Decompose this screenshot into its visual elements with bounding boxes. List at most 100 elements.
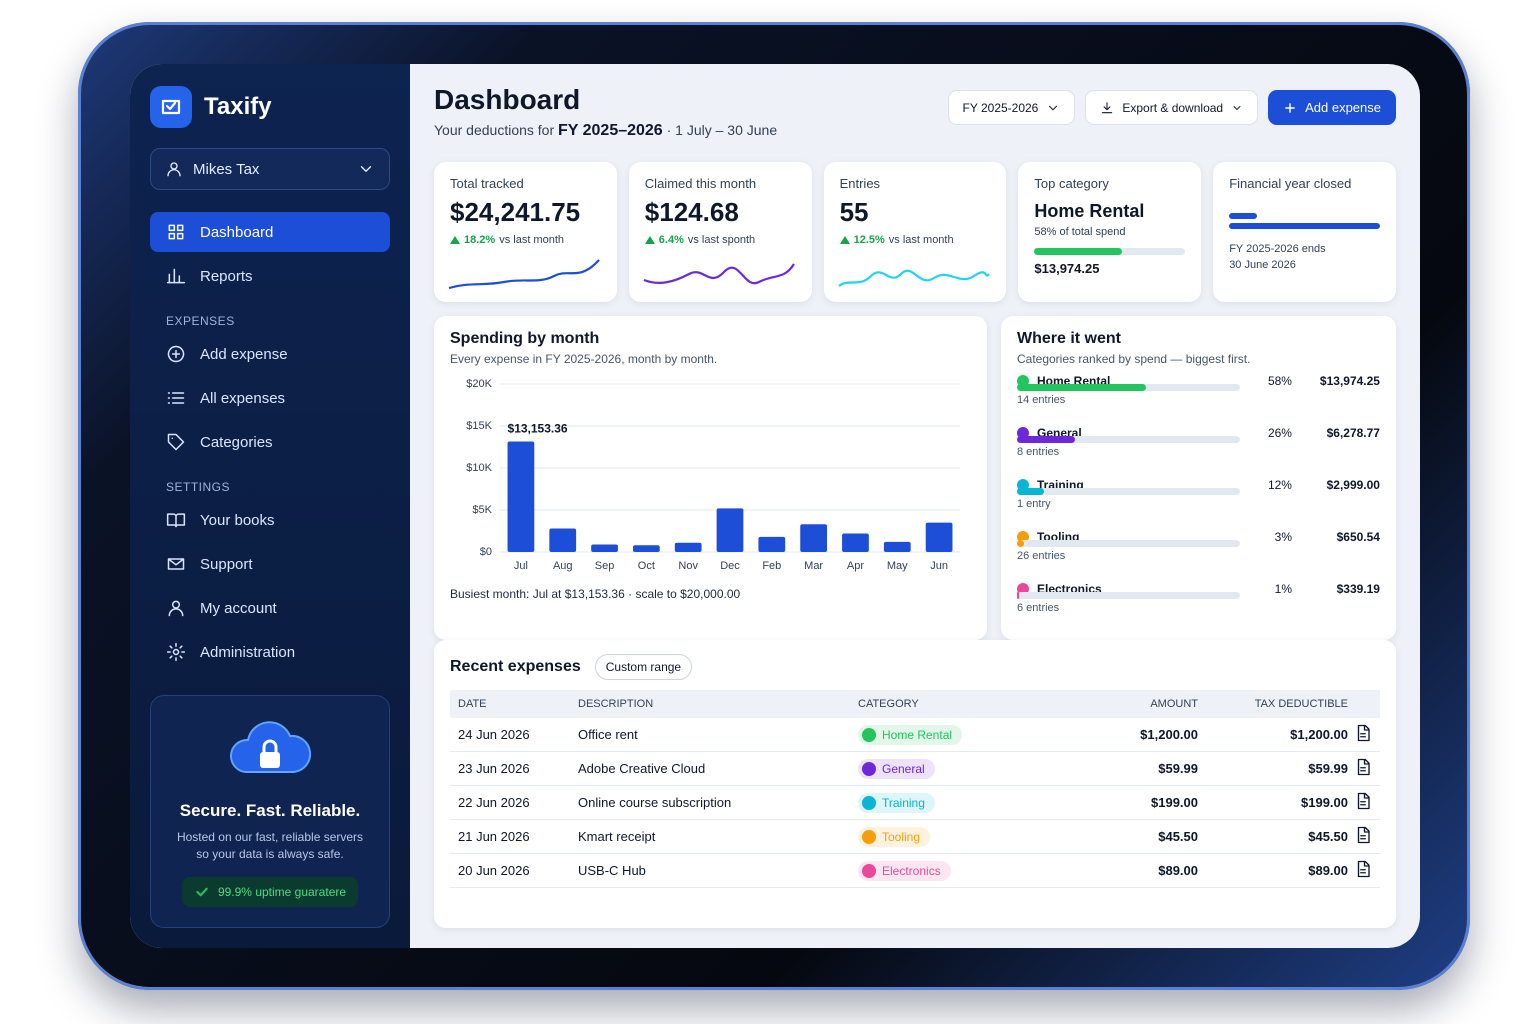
nav-item[interactable]: Administration [150, 632, 390, 672]
y-tick-label: $15K [466, 420, 492, 432]
table-row[interactable]: 24 Jun 2026 Office rent Home Rental $1,200.… [450, 718, 1380, 752]
icon-path [1233, 105, 1241, 110]
nav-item[interactable]: Add expense [150, 334, 390, 374]
category-entries: 6 entries [1016, 602, 1060, 614]
nav-item[interactable]: Categories [150, 422, 390, 462]
screen: Taxify Mikes Tax Dashboard Reports EXPENSES A… [130, 64, 1420, 948]
header: Dashboard Your deductions for FY 2025–202… [434, 84, 1396, 148]
sparkline-line [643, 263, 795, 285]
icon [1285, 102, 1295, 113]
x-tick-label: Mar [804, 560, 823, 572]
table-row[interactable]: 22 Jun 2026 Online course subscription Tra… [450, 786, 1380, 820]
x-tick-label: Jun [930, 560, 948, 572]
kpi-change-value: 12.5% [853, 234, 885, 246]
receipt-icon[interactable] [1348, 724, 1372, 745]
category-pill: General [858, 758, 935, 779]
date-cell: 20 Jun 2026 [458, 863, 530, 878]
x-tick-label: Sep [595, 560, 615, 572]
amount-cell: $1,200.00 [1290, 727, 1348, 742]
table-row[interactable]: 21 Jun 2026 Kmart receipt Tooling $45.50 $45… [450, 820, 1380, 854]
receipt-icon[interactable] [1348, 826, 1372, 847]
icon [1233, 105, 1241, 110]
category-bar [1016, 488, 1044, 495]
page-subtitle: Your deductions for FY 2025–2026 · 1 Jul… [434, 122, 777, 140]
icon-path [1357, 826, 1370, 844]
icon [167, 345, 185, 363]
x-tick-label: Dec [720, 560, 740, 572]
category-amount: $2,999.00 [1326, 478, 1380, 492]
nav-item[interactable]: Support [150, 544, 390, 584]
amount-cell: $45.50 [1158, 829, 1198, 844]
category-entries: 8 entries [1016, 446, 1060, 458]
table-row[interactable]: 23 Jun 2026 Adobe Creative Cloud General $5… [450, 752, 1380, 786]
nav-label: Support [200, 555, 253, 573]
category-amount: $13,974.25 [1319, 374, 1380, 388]
bar [716, 508, 744, 552]
add-expense-button[interactable]: Add expense [1268, 90, 1396, 125]
kpi-change: 6.4% vs last sponth [644, 234, 796, 246]
sparkline [448, 259, 600, 290]
kpi-change-value: 18.2% [464, 234, 496, 246]
kpi-change: 12.5% vs last month [839, 234, 991, 246]
category-track [1016, 592, 1240, 599]
category-pill: Tooling [858, 826, 931, 847]
range-filter[interactable]: Custom range [594, 654, 693, 680]
amount-cell: $199.00 [1301, 795, 1348, 810]
add-label: Add expense [1305, 100, 1381, 115]
icon-path [167, 392, 185, 404]
export-button[interactable]: Export & download [1085, 90, 1259, 125]
y-tick-label: $20K [466, 378, 492, 390]
pill-label: Electronics [882, 863, 941, 878]
date-cell: 24 Jun 2026 [458, 727, 530, 742]
middle-row: Spending by month Every expense in FY 202… [434, 316, 1396, 640]
export-label: Export & download [1122, 100, 1224, 115]
nav-label: Add expense [200, 345, 288, 363]
category-amount: $650.54 [1336, 530, 1380, 544]
fy-bar [1229, 223, 1380, 229]
nav-item[interactable]: Dashboard [150, 212, 390, 252]
bar [632, 545, 660, 552]
nav-item[interactable]: Reports [150, 256, 390, 296]
badge-text: 99.9% uptime guaratere [217, 885, 347, 899]
icon-path [161, 99, 181, 115]
receipt-icon[interactable] [1348, 758, 1372, 779]
recent-header: Recent expenses Custom range [450, 654, 1380, 680]
column-header: DATE [458, 698, 487, 710]
receipt-icon[interactable] [1348, 792, 1372, 813]
nav-item[interactable]: My account [150, 588, 390, 628]
fy-bar [1229, 213, 1258, 219]
description-cell: Online course subscription [578, 795, 732, 810]
category-share: 12% [1267, 478, 1292, 492]
table-row[interactable]: 20 Jun 2026 USB-C Hub Electronics $89.00 $89… [450, 854, 1380, 888]
kpi-row: Total tracked $24,241.75 18.2% vs last mont… [434, 162, 1396, 302]
nav-label: Categories [200, 433, 273, 451]
icon [167, 162, 181, 177]
fy-select[interactable]: FY 2025-2026 [947, 90, 1076, 125]
bar [925, 522, 953, 552]
icon [168, 224, 184, 240]
lock-shackle [262, 739, 278, 753]
kpi-label: Total tracked [450, 176, 524, 191]
amount-cell: $89.00 [1308, 863, 1348, 878]
up-arrow [839, 236, 850, 244]
chart-subtitle: Every expense in FY 2025-2026, month by … [450, 352, 718, 366]
kpi-card: Claimed this month $124.68 6.4% vs last spo… [628, 162, 812, 302]
icon-path [1285, 102, 1295, 113]
date-cell: 21 Jun 2026 [458, 829, 530, 844]
fy-line: 30 June 2026 [1229, 259, 1296, 271]
chart-title: Spending by month [450, 330, 600, 347]
subtitle-text: Your deductions for [434, 122, 555, 138]
nav-label: Dashboard [200, 223, 274, 241]
header-left: Dashboard Your deductions for FY 2025–202… [434, 84, 777, 140]
recent-title: Recent expenses [450, 658, 581, 675]
nav-label: Administration [200, 643, 296, 661]
account-name: Mikes Tax [193, 160, 260, 178]
top-category-share: 58% of total spend [1034, 226, 1126, 238]
nav-item[interactable]: All expenses [150, 378, 390, 418]
nav-item[interactable]: Your books [150, 500, 390, 540]
cloud-lock-icon [230, 721, 312, 774]
receipt-icon[interactable] [1348, 860, 1372, 881]
account-select[interactable]: Mikes Tax [150, 148, 390, 190]
brand-name: Taxify [204, 93, 272, 120]
pill-label: Training [882, 795, 925, 810]
